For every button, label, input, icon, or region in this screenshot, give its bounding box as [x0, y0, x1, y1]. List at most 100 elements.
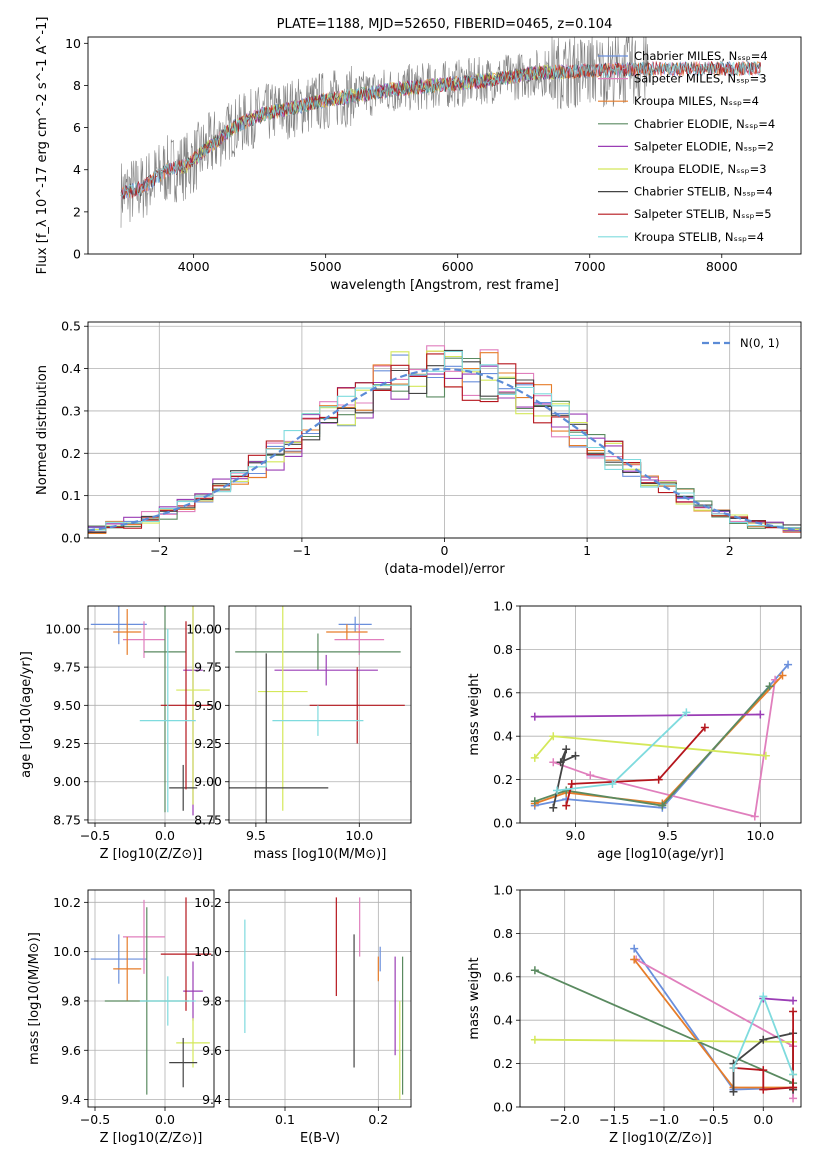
plot-area: [244, 897, 404, 1100]
weight-marker: [530, 1035, 539, 1044]
spectrum-panel: 4000 5000 6000 7000 8000 0 2 4 6 8 10 wavelength [A…: [35, 17, 802, 293]
y-tick-label: 10.00: [186, 621, 222, 636]
weight-marker: [630, 944, 639, 953]
y-tick-label: 0.2: [493, 1056, 513, 1071]
errorbar-point: [326, 624, 368, 640]
y-tick-label: 8.75: [194, 812, 222, 827]
y-axis-label: Flux [f_λ 10^-17 erg cm^-2 s^-1 A^-1]: [35, 17, 50, 275]
weight-series-line: [552, 679, 776, 818]
weight-marker: [556, 758, 565, 767]
legend-label: Salpeter MILES, Nₛₛₚ=3: [634, 72, 767, 86]
errorbar-point: [338, 616, 372, 632]
errorbar-point: [113, 936, 142, 1001]
weight-marker: [549, 732, 558, 741]
weight-marker: [630, 955, 639, 964]
x-tick-label: −1: [293, 543, 311, 558]
weight-marker: [789, 1083, 798, 1092]
x-tick-label: 4000: [178, 259, 210, 274]
weight-series-line: [635, 958, 794, 1099]
weight-marker: [784, 660, 793, 669]
grid: [229, 890, 411, 1107]
x-tick-label: −0.5: [698, 1112, 728, 1127]
y-tick-label: 9.6: [202, 1043, 222, 1058]
weight-marker: [682, 708, 691, 717]
errorbar-point: [144, 606, 186, 813]
x-tick-label: 10.0: [746, 828, 774, 843]
y-tick-label: 0.2: [61, 446, 81, 461]
x-axis-label: mass [log10(M/M⊙)]: [254, 847, 387, 862]
x-tick-label: 10.0: [345, 828, 373, 843]
legend-label: Kroupa MILES, Nₛₛₚ=4: [634, 94, 759, 108]
legend: N(0, 1): [702, 336, 780, 350]
weight-marker: [549, 803, 558, 812]
grid: [88, 606, 214, 823]
weight-marker: [530, 712, 539, 721]
weight-marker: [729, 1063, 738, 1072]
errorbar-point: [139, 976, 196, 1026]
legend-label: Salpeter ELODIE, Nₛₛₚ=2: [634, 139, 774, 153]
y-tick-label: 0.6: [493, 969, 513, 984]
y-tick-label: 10.00: [45, 621, 81, 636]
legend-label: Chabrier STELIB, Nₛₛₚ=4: [634, 185, 773, 199]
y-tick-label: 9.4: [61, 1092, 81, 1107]
y-tick-label: 9.8: [202, 993, 222, 1008]
weight-marker: [658, 801, 667, 810]
weight-marker: [789, 1070, 798, 1079]
axes-frame: [87, 36, 802, 255]
x-tick-label: 0.1: [275, 1112, 295, 1127]
errorbar-point: [176, 606, 210, 805]
weight-marker: [729, 1087, 738, 1096]
axes-frame: [228, 605, 412, 824]
errorbar-point: [123, 899, 165, 974]
weight-series-line: [763, 997, 794, 1002]
x-tick-label: 8000: [706, 259, 738, 274]
y-tick-label: 0.3: [61, 403, 81, 418]
x-tick-label: 0.0: [155, 828, 175, 843]
x-tick-label: −1.5: [599, 1112, 629, 1127]
y-tick-label: 9.00: [53, 774, 81, 789]
normal-curve: [88, 367, 801, 532]
plot-area: [530, 660, 793, 821]
axes-frame: [87, 321, 802, 539]
weight-marker: [700, 723, 709, 732]
weight-marker: [750, 812, 759, 821]
x-axis-label: Z [log10(Z/Z⊙)]: [100, 847, 203, 862]
weight-marker: [608, 779, 617, 788]
x-tick-label: −0.5: [80, 1112, 110, 1127]
y-tick-label: 9.75: [53, 660, 81, 675]
weight-marker: [761, 751, 770, 760]
x-tick-label: −2.0: [550, 1112, 580, 1127]
weight-marker: [789, 996, 798, 1005]
weight-marker: [549, 758, 558, 767]
y-axis-label: mass [log10(M/M⊙)]: [27, 932, 42, 1065]
x-axis-label: age [log10(age/yr)]: [597, 847, 724, 862]
errorbar-point: [90, 606, 147, 645]
x-tick-label: 2: [726, 543, 734, 558]
mass-vs-metallicity-panel: −0.5 0.0 9.4 9.6 9.8 10.0 10.2 Z [log10(Z/Z⊙)] m…: [27, 889, 215, 1146]
y-axis-label: age [log10(age/yr)]: [19, 651, 34, 778]
errorbar-point: [123, 621, 165, 658]
y-tick-label: 8.75: [53, 812, 81, 827]
weight-marker: [530, 797, 539, 806]
weight-marker: [562, 801, 571, 810]
weight-marker: [759, 1085, 768, 1094]
weight-series-line: [556, 711, 688, 792]
y-tick-label: 2: [73, 204, 81, 219]
x-tick-label: 1: [583, 543, 591, 558]
x-tick-label: 6000: [442, 259, 474, 274]
y-tick-label: 0.0: [493, 1100, 513, 1115]
y-tick-label: 0.4: [61, 361, 81, 376]
x-axis-label: Z [log10(Z/Z⊙)]: [100, 1131, 203, 1146]
model-spectrum: [120, 61, 761, 199]
residual-histogram-panel: −2 −1 0 1 2 0.0 0.1 0.2 0.3 0.4 0.5 (data-model)/er…: [35, 319, 802, 577]
y-tick-label: 0.6: [493, 685, 513, 700]
axes-frame: [519, 605, 802, 824]
x-tick-label: −0.5: [80, 828, 110, 843]
plot-area: [88, 345, 801, 534]
legend: Chabrier MILES, Nₛₛₚ=4 Salpeter MILES, Nₛ…: [598, 49, 775, 244]
y-tick-label: 0.0: [493, 816, 513, 831]
y-axis-label: mass weight: [467, 673, 482, 755]
weight-marker: [789, 1094, 798, 1103]
y-tick-label: 0.8: [493, 926, 513, 941]
y-tick-label: 1.0: [493, 883, 513, 898]
